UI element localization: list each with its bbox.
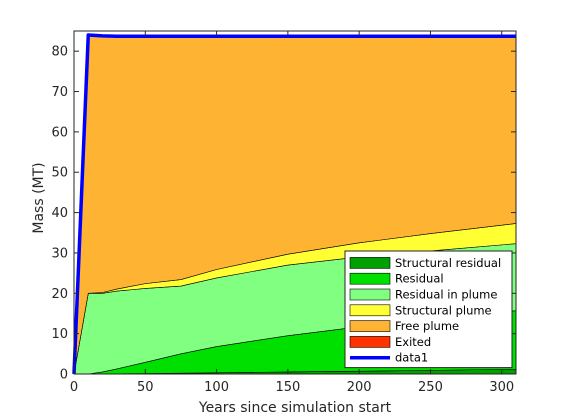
legend-swatch-residual-in-plume [349,288,391,301]
y-axis-label: Mass (MT) [31,162,47,233]
y-tick-label: 40 [51,206,68,221]
axes-box [73,30,517,375]
x-tick-label: 50 [137,380,154,395]
x-tick-label: 200 [347,380,372,395]
legend-label-structural-plume: Structural plume [395,303,492,317]
legend-label-exited: Exited [395,335,431,349]
y-tick-label: 80 [51,45,68,60]
legend-swatch-residual [349,272,391,285]
legend-label-data1: data1 [395,351,428,365]
legend-swatch-exited [349,336,391,348]
y-tick-label: 10 [51,327,68,342]
y-tick-label: 30 [51,246,68,261]
y-tick-label: 60 [51,125,68,140]
y-tick-label: 50 [51,166,68,181]
x-tick-label: 300 [489,380,514,395]
legend-swatch-structural-plume [349,304,391,317]
legend-label-structural-residual: Structural residual [395,256,501,270]
ticks: 0 50 100 150 200 250 300 0 10 20 30 40 50 60 70 80 [51,31,516,395]
legend-label-residual: Residual [395,272,444,286]
legend: Structural residual Residual Residual in p… [344,250,513,369]
series-lines [72,33,516,375]
y-tick-label: 20 [51,287,68,302]
axes [73,30,517,375]
y-tick-label: 70 [51,85,68,100]
x-axis-label: Years since simulation start [198,400,392,416]
x-tick-label: 250 [418,380,443,395]
x-tick-label: 0 [70,380,78,395]
x-tick-label: 150 [275,380,300,395]
y-tick-label: 0 [60,368,68,383]
legend-label-free-plume: Free plume [395,319,459,333]
legend-label-residual-in-plume: Residual in plume [395,288,497,302]
line-data1 [72,33,516,375]
legend-swatch-free-plume [349,320,391,332]
legend-swatch-structural-residual [349,257,391,269]
x-tick-label: 100 [204,380,229,395]
